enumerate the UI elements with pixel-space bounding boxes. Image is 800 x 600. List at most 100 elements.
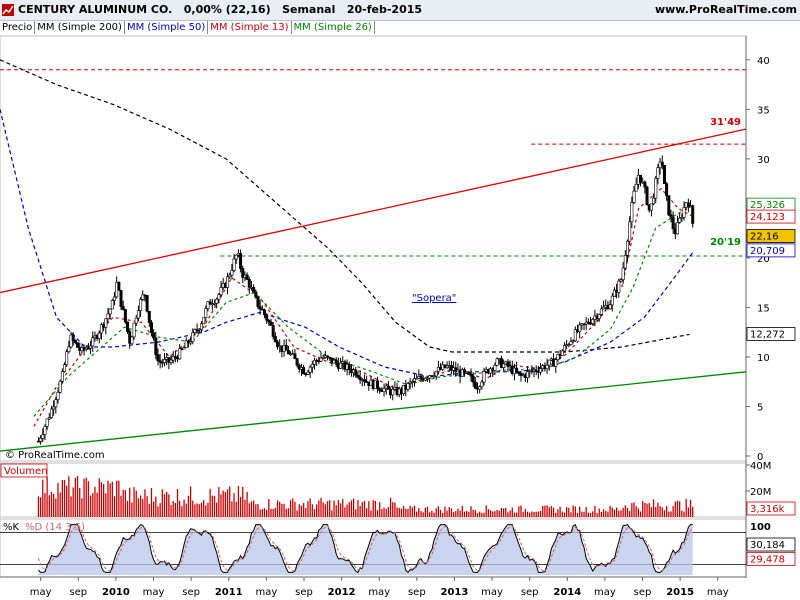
sma-13-line <box>33 187 695 427</box>
stochastic-box-1-frame <box>746 551 796 566</box>
candle-body <box>412 378 416 382</box>
candle-body <box>526 371 530 378</box>
x-tick-label: may <box>255 587 277 598</box>
candle-body <box>612 289 616 297</box>
candle-body <box>669 214 673 218</box>
candle-body <box>117 282 121 291</box>
volume-tick-label: 20M <box>750 487 771 498</box>
candle-body <box>597 314 601 319</box>
candle-body <box>506 361 510 367</box>
candle-body <box>73 340 77 344</box>
x-tick-label: may <box>30 587 52 598</box>
x-tick-label: 2010 <box>102 587 130 598</box>
candle-body <box>136 310 140 319</box>
candle-body <box>228 274 232 278</box>
candle-body <box>39 437 43 442</box>
candle-body <box>686 202 690 207</box>
volume-label: Volumen <box>4 466 48 477</box>
candle-body <box>47 417 51 420</box>
y-tick-label: 10 <box>757 353 770 364</box>
candle-body <box>173 356 177 358</box>
legend-item-sma50[interactable]: MM (Simple 50) <box>125 21 209 34</box>
x-tick-label: 2012 <box>328 587 356 598</box>
candle-body <box>156 354 160 362</box>
candle-body <box>391 389 395 396</box>
legend-item-sma13[interactable]: MM (Simple 13) <box>208 21 292 34</box>
candle-body <box>643 181 647 188</box>
candle-body <box>478 386 482 390</box>
candle-body <box>625 240 629 256</box>
candle-body <box>608 304 612 310</box>
price-box-4-frame <box>746 327 796 341</box>
candle-body <box>99 324 103 334</box>
x-tick-label: may <box>594 587 616 598</box>
candle-body <box>208 301 212 305</box>
candle-body <box>158 360 162 363</box>
candle-body <box>106 313 110 320</box>
candle-body <box>267 319 271 323</box>
candle-body <box>310 364 314 368</box>
candle-body <box>432 375 436 378</box>
candle-body <box>567 344 571 346</box>
candle-body <box>356 375 360 378</box>
stochastic-tick-label: 100 <box>750 522 771 533</box>
price-box-1-text: 24,123 <box>750 212 785 223</box>
volume-box-0-text: 3,316k <box>750 504 785 515</box>
candle-body <box>426 377 430 380</box>
candle-body <box>469 373 473 377</box>
price-box-3-text: 20,709 <box>750 246 785 257</box>
candle-body <box>276 341 280 347</box>
candle-body <box>86 347 90 350</box>
candle-body <box>619 279 623 282</box>
candle-body <box>76 342 80 348</box>
candle-body <box>302 367 306 375</box>
stochastic-box-0-frame <box>746 537 796 552</box>
candle-body <box>539 368 543 373</box>
candle-body <box>560 350 564 356</box>
y-tick-label: 20 <box>757 254 770 265</box>
candle-body <box>482 371 486 383</box>
candle-body <box>154 337 158 355</box>
candle-body <box>410 381 414 383</box>
sma-200-line <box>0 59 690 353</box>
candle-body <box>234 254 238 260</box>
candle-body <box>254 291 258 298</box>
candle-body <box>654 178 658 199</box>
candle-body <box>121 306 125 310</box>
candle-body <box>645 186 649 205</box>
stochastic-d-line <box>37 525 694 572</box>
candle-body <box>204 308 208 319</box>
candle-body <box>680 217 684 219</box>
candle-body <box>376 380 380 389</box>
legend-item-sma200[interactable]: MM (Simple 200) <box>35 21 125 34</box>
candle-body <box>630 202 634 223</box>
site-url[interactable]: www.ProRealTime.com <box>654 3 797 16</box>
candle-body <box>134 317 138 324</box>
price-box-2-frame <box>746 229 796 243</box>
candle-body <box>269 321 273 326</box>
candle-body <box>460 369 464 377</box>
candle-body <box>219 287 223 295</box>
candle-body <box>339 362 343 369</box>
candle-body <box>480 381 484 387</box>
legend-item-sma26[interactable]: MM (Simple 26) <box>292 21 375 34</box>
candle-body <box>65 351 69 365</box>
candle-body <box>113 296 117 301</box>
candle-body <box>230 270 234 276</box>
candle-body <box>678 217 682 223</box>
candle-body <box>215 298 219 304</box>
x-tick-label: sep <box>69 587 87 598</box>
candle-body <box>571 340 575 343</box>
candle-body <box>189 341 193 344</box>
candle-body <box>89 345 93 349</box>
volume-label-box <box>0 463 48 478</box>
candle-body <box>660 161 664 166</box>
candle-body <box>147 310 151 323</box>
candle-body <box>49 408 53 418</box>
sma-26-line <box>33 204 695 417</box>
legend-item-price[interactable]: Precio <box>0 21 36 34</box>
y-tick-label: 40 <box>757 56 770 67</box>
candle-body <box>415 377 419 380</box>
candle-body <box>675 222 679 235</box>
candle-body <box>130 336 134 344</box>
